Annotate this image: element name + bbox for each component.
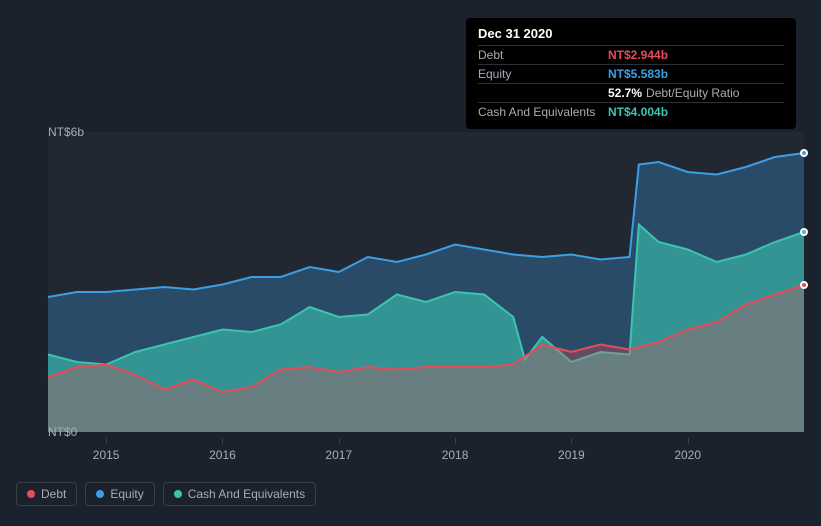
legend-label: Equity bbox=[110, 487, 143, 501]
tooltip-series-row: EquityNT$5.583b bbox=[478, 64, 784, 83]
x-tick-line bbox=[106, 438, 107, 444]
x-tick-label: 2017 bbox=[325, 448, 352, 462]
y-axis-label-max: NT$6b bbox=[48, 125, 78, 139]
tooltip-series-value: NT$5.583b bbox=[608, 67, 668, 81]
x-tick-line bbox=[688, 438, 689, 444]
chart-legend: Debt Equity Cash And Equivalents bbox=[16, 482, 316, 506]
tooltip-cash-value: NT$4.004b bbox=[608, 105, 668, 119]
legend-dot-icon bbox=[27, 490, 35, 498]
series-end-dot-debt bbox=[800, 281, 808, 289]
chart-tooltip: Dec 31 2020 DebtNT$2.944bEquityNT$5.583b… bbox=[466, 18, 796, 129]
x-tick-label: 2016 bbox=[209, 448, 236, 462]
tooltip-ratio-pct: 52.7% bbox=[608, 86, 642, 100]
legend-label: Cash And Equivalents bbox=[188, 487, 305, 501]
legend-dot-icon bbox=[96, 490, 104, 498]
x-axis: 2015 2016 2017 2018 2019 2020 bbox=[48, 438, 804, 468]
tooltip-cash-label: Cash And Equivalents bbox=[478, 105, 608, 119]
tooltip-date: Dec 31 2020 bbox=[478, 26, 784, 45]
tooltip-ratio: 52.7% Debt/Equity Ratio bbox=[608, 86, 739, 100]
legend-item-cash-and-equivalents[interactable]: Cash And Equivalents bbox=[163, 482, 316, 506]
series-end-dot-cash-and-equivalents bbox=[800, 228, 808, 236]
x-tick-line bbox=[571, 438, 572, 444]
tooltip-ratio-spacer bbox=[478, 86, 608, 100]
chart-plot-area[interactable] bbox=[48, 132, 804, 432]
x-tick-label: 2020 bbox=[674, 448, 701, 462]
x-tick-line bbox=[339, 438, 340, 444]
legend-item-equity[interactable]: Equity bbox=[85, 482, 154, 506]
x-tick-label: 2015 bbox=[93, 448, 120, 462]
x-tick-label: 2019 bbox=[558, 448, 585, 462]
tooltip-series-label: Equity bbox=[478, 67, 608, 81]
tooltip-ratio-row: 52.7% Debt/Equity Ratio bbox=[478, 83, 784, 102]
x-tick-line bbox=[222, 438, 223, 444]
chart-svg bbox=[48, 132, 804, 432]
series-end-dot-equity bbox=[800, 149, 808, 157]
legend-item-debt[interactable]: Debt bbox=[16, 482, 77, 506]
x-tick-label: 2018 bbox=[442, 448, 469, 462]
tooltip-series-row: DebtNT$2.944b bbox=[478, 45, 784, 64]
tooltip-series-value: NT$2.944b bbox=[608, 48, 668, 62]
tooltip-ratio-label: Debt/Equity Ratio bbox=[646, 86, 739, 100]
x-tick-line bbox=[455, 438, 456, 444]
chart-container: NT$6b NT$0 2015 2016 2017 2018 2019 2020 bbox=[16, 118, 806, 478]
legend-dot-icon bbox=[174, 490, 182, 498]
tooltip-series-label: Debt bbox=[478, 48, 608, 62]
y-axis-label-min: NT$0 bbox=[48, 425, 78, 439]
legend-label: Debt bbox=[41, 487, 66, 501]
